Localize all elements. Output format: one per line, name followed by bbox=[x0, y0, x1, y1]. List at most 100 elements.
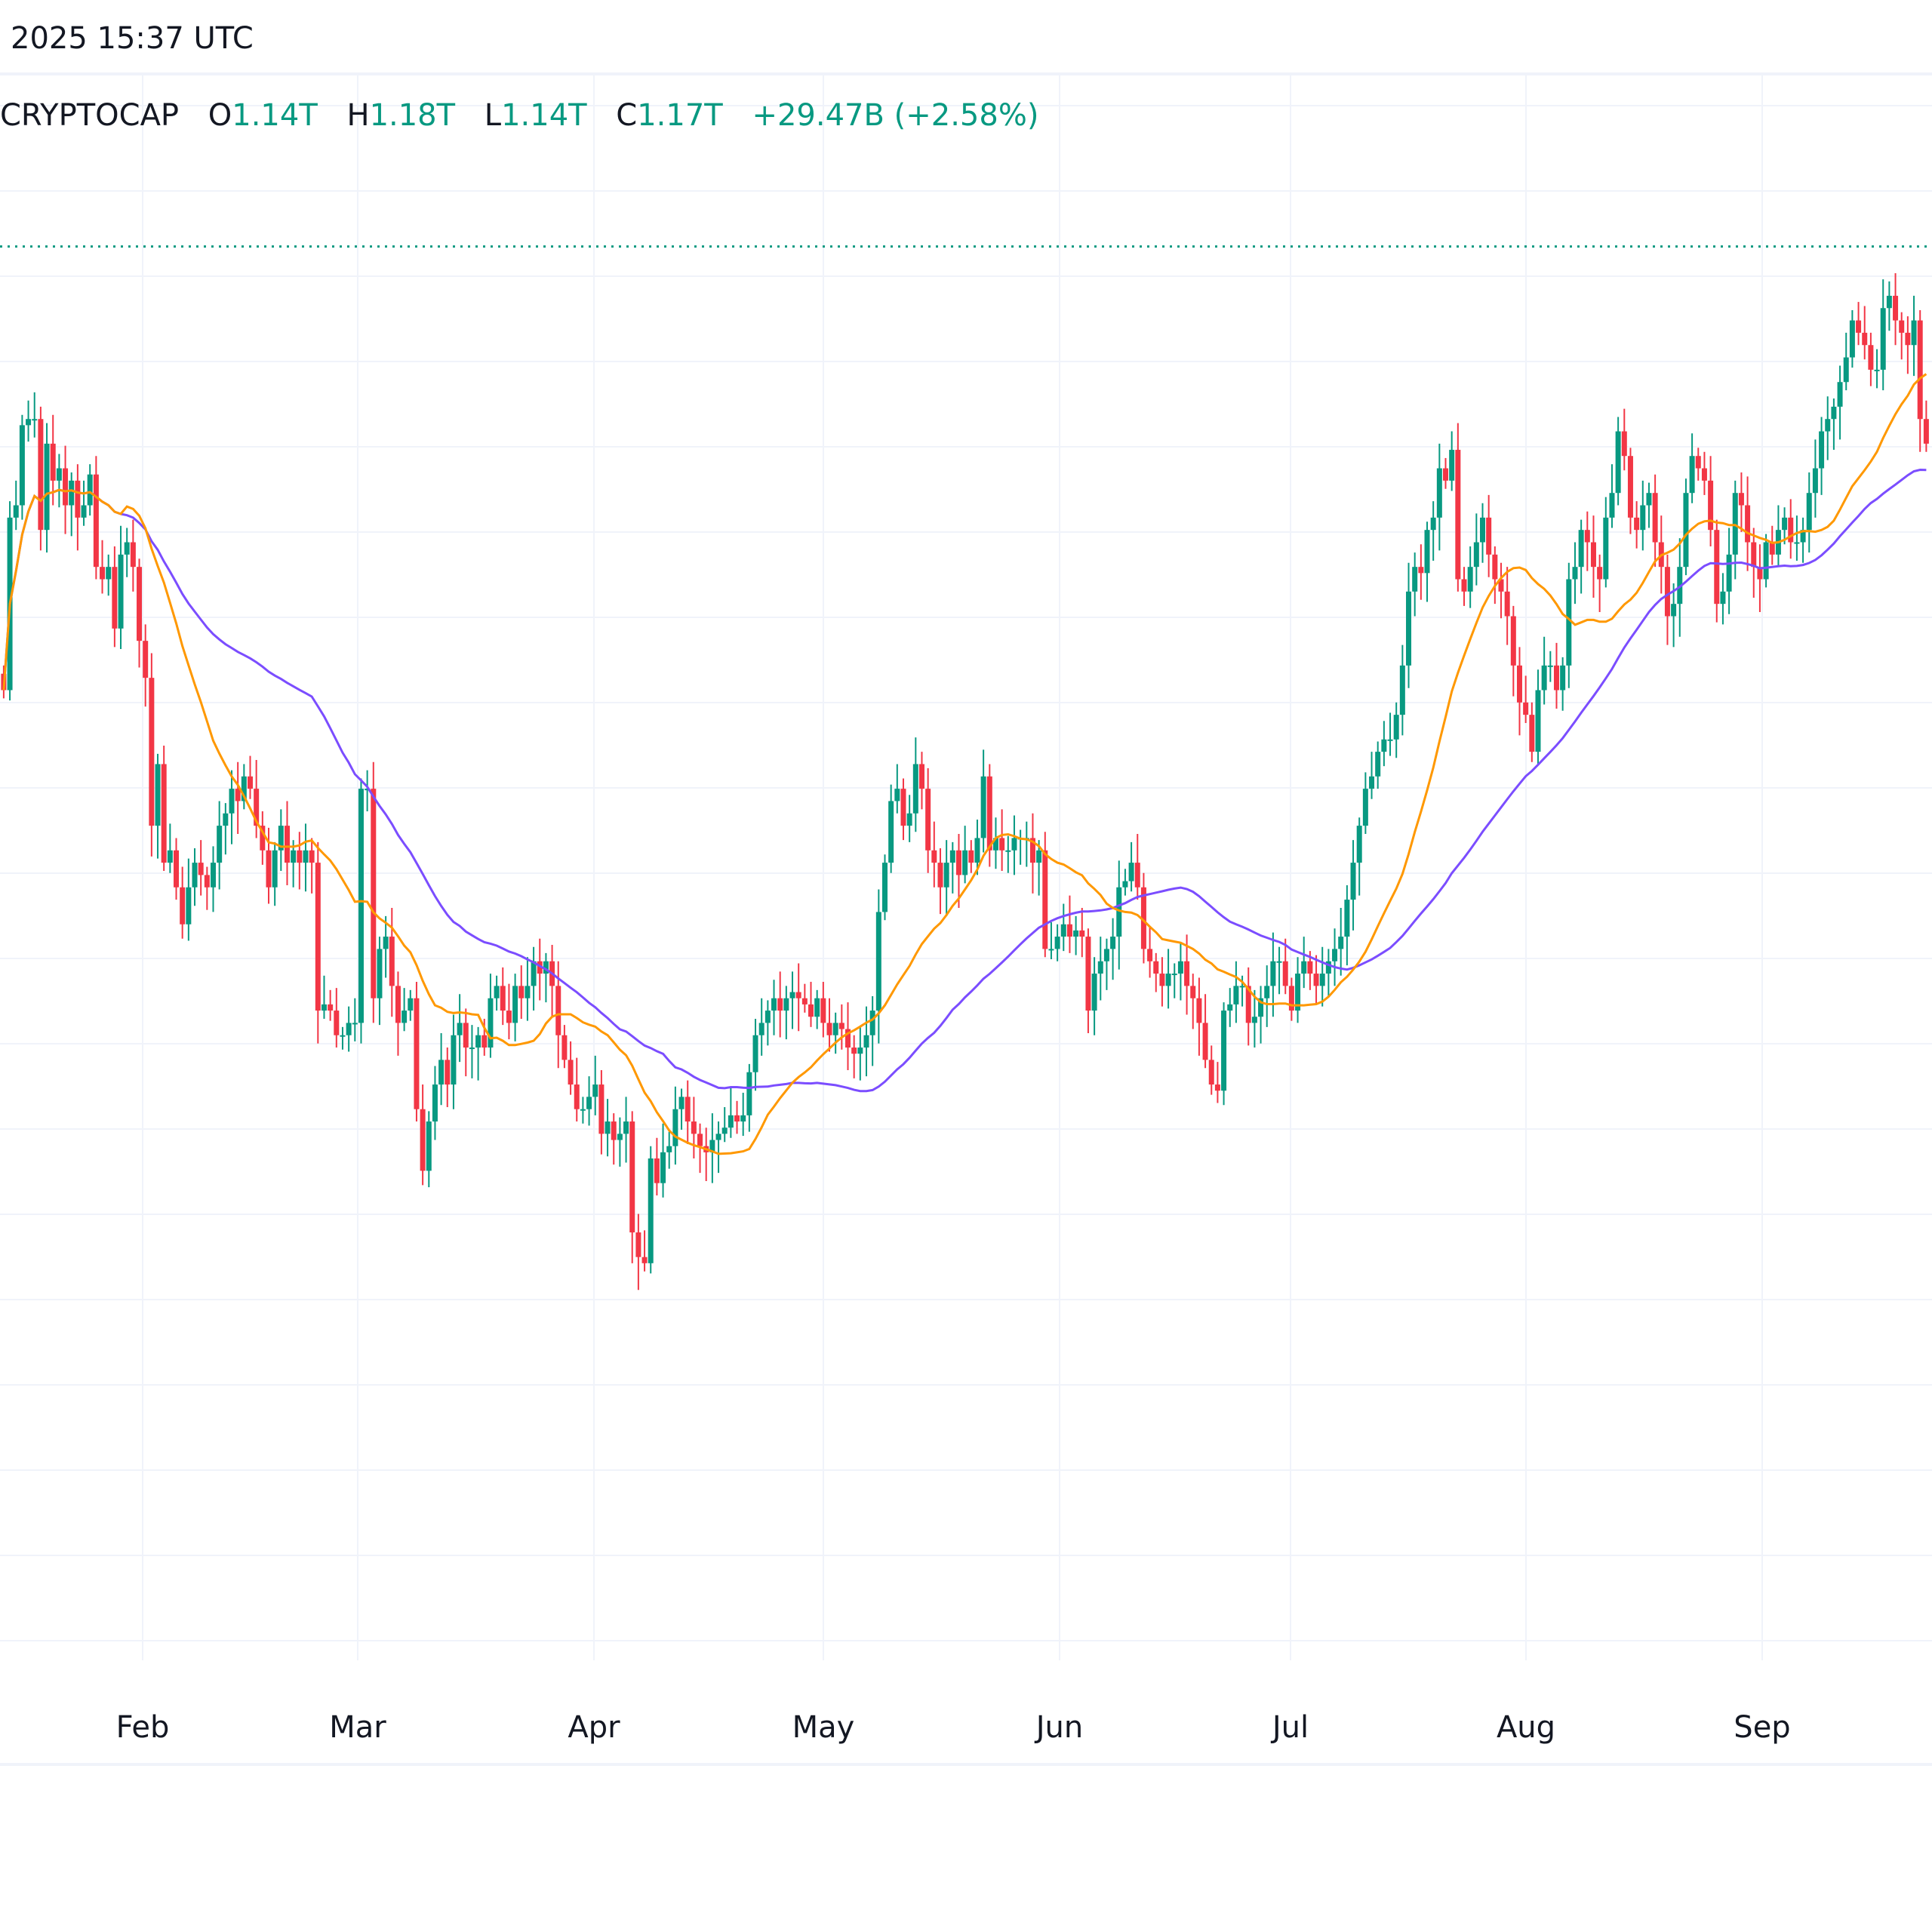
candle bbox=[1165, 949, 1171, 1009]
candle-body bbox=[925, 789, 931, 851]
candle-body bbox=[1214, 1084, 1220, 1091]
candle-body bbox=[635, 1232, 641, 1257]
candle-body bbox=[728, 1115, 734, 1128]
candle bbox=[69, 472, 75, 537]
candle bbox=[1572, 542, 1578, 605]
candle-body bbox=[284, 826, 290, 863]
candle-body bbox=[475, 1035, 481, 1048]
candle bbox=[598, 1069, 605, 1155]
candle bbox=[463, 1008, 469, 1077]
candle-body bbox=[1837, 382, 1843, 407]
candle-body bbox=[500, 986, 506, 1011]
candle-body bbox=[1461, 579, 1467, 592]
candle bbox=[1029, 813, 1035, 894]
candle-body bbox=[1492, 554, 1498, 580]
candle bbox=[949, 841, 955, 894]
candle-body bbox=[918, 764, 924, 789]
candle bbox=[1825, 396, 1831, 460]
candle bbox=[383, 915, 389, 978]
candle bbox=[1190, 974, 1196, 1029]
candle-body bbox=[93, 474, 99, 568]
candle-body bbox=[371, 789, 377, 998]
candle-body bbox=[721, 1128, 728, 1134]
candle-body bbox=[955, 850, 961, 875]
chart-timestamp: 2025 15:37 UTC bbox=[11, 21, 254, 56]
candle bbox=[389, 907, 395, 1017]
candle-body bbox=[334, 1011, 340, 1035]
low-label: L bbox=[484, 98, 502, 133]
candle-body bbox=[1288, 986, 1294, 1011]
candle-body bbox=[1726, 554, 1732, 592]
candle-body bbox=[574, 1084, 580, 1109]
candle-body bbox=[525, 986, 531, 998]
candle bbox=[1443, 457, 1449, 489]
candle bbox=[1640, 480, 1646, 551]
candle bbox=[974, 819, 980, 875]
candle bbox=[438, 1032, 445, 1106]
time-axis[interactable] bbox=[0, 1660, 1932, 1762]
candle bbox=[1258, 986, 1264, 1044]
candle-body bbox=[38, 419, 44, 531]
candle bbox=[715, 1121, 721, 1174]
candle bbox=[838, 1004, 844, 1050]
candle bbox=[1732, 480, 1738, 580]
candle-body bbox=[254, 789, 260, 826]
candle bbox=[888, 784, 894, 873]
candle-body bbox=[666, 1146, 672, 1152]
candle-body bbox=[851, 1048, 857, 1054]
candle-body bbox=[1806, 493, 1812, 531]
candle bbox=[900, 778, 906, 841]
candle-body bbox=[623, 1121, 629, 1134]
candle-body bbox=[223, 813, 229, 826]
candle-body bbox=[1066, 924, 1072, 937]
candle-body bbox=[365, 789, 371, 791]
candle bbox=[260, 811, 266, 865]
month-label: Jun bbox=[1034, 1710, 1084, 1745]
candle bbox=[580, 1097, 586, 1124]
candle bbox=[1375, 741, 1381, 789]
candle-body bbox=[561, 1035, 568, 1060]
candle bbox=[1504, 567, 1510, 645]
candle-body bbox=[1825, 419, 1831, 432]
candle-body bbox=[1103, 949, 1109, 961]
candle bbox=[1048, 922, 1054, 960]
candle-body bbox=[1073, 930, 1079, 937]
candle bbox=[358, 778, 364, 1044]
candle-body bbox=[1054, 937, 1060, 949]
candle-body bbox=[1165, 974, 1171, 986]
candle bbox=[826, 998, 832, 1052]
candle-body bbox=[697, 1134, 703, 1146]
candle bbox=[795, 963, 801, 1032]
candle-body bbox=[1258, 998, 1264, 1017]
candle bbox=[863, 1006, 869, 1077]
candle bbox=[1023, 821, 1029, 867]
candle bbox=[1627, 448, 1633, 534]
candle-body bbox=[531, 961, 537, 986]
symbol-name[interactable]: CRYPTOCAP bbox=[0, 98, 180, 133]
candle-body bbox=[518, 986, 525, 998]
candle-body bbox=[1381, 739, 1387, 752]
candle bbox=[1270, 932, 1276, 1017]
candle bbox=[1590, 515, 1596, 598]
candle bbox=[685, 1080, 691, 1144]
candle-body bbox=[832, 1023, 838, 1035]
candle bbox=[1745, 476, 1751, 571]
candle bbox=[894, 764, 900, 814]
candle-body bbox=[1794, 542, 1800, 544]
candle bbox=[1288, 977, 1294, 1021]
candle bbox=[272, 841, 278, 906]
candle-body bbox=[1831, 406, 1837, 420]
candle-body bbox=[1190, 986, 1196, 998]
candle-body bbox=[820, 998, 826, 1023]
candle-body bbox=[826, 1023, 832, 1035]
candle bbox=[26, 400, 32, 442]
candle bbox=[100, 540, 106, 594]
candle bbox=[962, 826, 968, 884]
candle bbox=[1406, 562, 1412, 688]
candle bbox=[328, 989, 334, 1021]
candle-body bbox=[1208, 1060, 1214, 1085]
candle bbox=[32, 392, 38, 438]
candle-body bbox=[931, 850, 937, 863]
candle bbox=[87, 464, 93, 516]
